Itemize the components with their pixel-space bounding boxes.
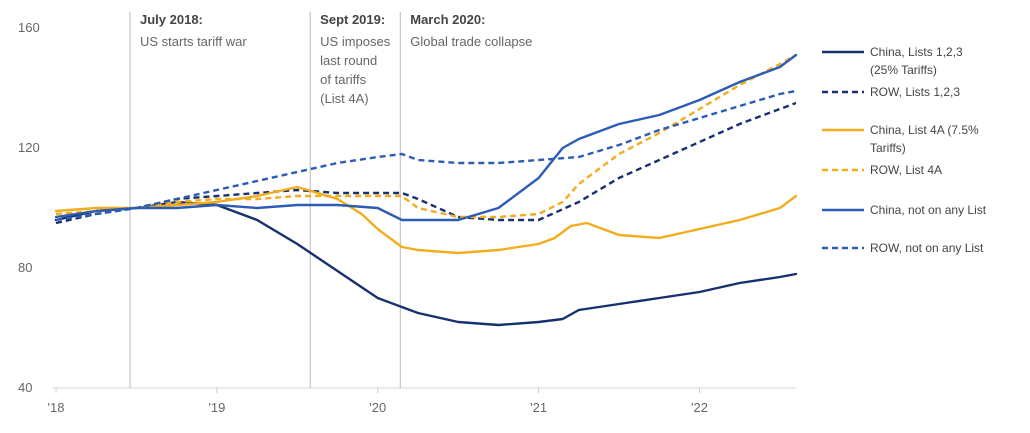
legend-label: Tariffs) [870, 141, 906, 155]
event-markers: July 2018: US starts tariff war Sept 2019:… [129, 12, 532, 388]
chart-axes: 40 80 120 160 '18 '19 '20 '21 '22 [18, 20, 708, 415]
legend-label: China, List 4A (7.5% [870, 123, 979, 137]
x-tick-label: '21 [530, 400, 547, 415]
series-line-2 [55, 101, 797, 225]
legend-label: China, not on any List [870, 203, 987, 217]
legend-label: China, Lists 1,2,3 [870, 45, 963, 59]
event-title: March 2020: [410, 12, 485, 27]
y-tick-label: 80 [18, 260, 32, 275]
legend-label: ROW, Lists 1,2,3 [870, 85, 960, 99]
series-line-3 [54, 185, 798, 255]
x-tick-label: '18 [48, 400, 65, 415]
x-tick-label: '19 [208, 400, 225, 415]
event-text: of tariffs [320, 72, 367, 87]
legend-label: ROW, not on any List [870, 241, 984, 255]
legend-label: ROW, List 4A [870, 163, 942, 177]
series-line-6 [55, 89, 797, 222]
event-title: July 2018: [140, 12, 203, 27]
event-text: last round [320, 53, 377, 68]
event-title: Sept 2019: [320, 12, 385, 27]
y-tick-label: 120 [18, 140, 40, 155]
series-line-4 [55, 53, 797, 219]
event-text: (List 4A) [320, 91, 368, 106]
chart-legend: China, Lists 1,2,3 (25% Tariffs) ROW, List… [822, 45, 987, 255]
legend-label: (25% Tariffs) [870, 63, 937, 77]
y-tick-label: 40 [18, 380, 32, 395]
chart-series [54, 53, 798, 327]
x-tick-label: '20 [369, 400, 386, 415]
event-text: US starts tariff war [140, 34, 247, 49]
x-tick-label: '22 [691, 400, 708, 415]
event-text: Global trade collapse [410, 34, 532, 49]
event-text: US imposes [320, 34, 391, 49]
y-tick-label: 160 [18, 20, 40, 35]
series-line-5 [54, 53, 798, 222]
